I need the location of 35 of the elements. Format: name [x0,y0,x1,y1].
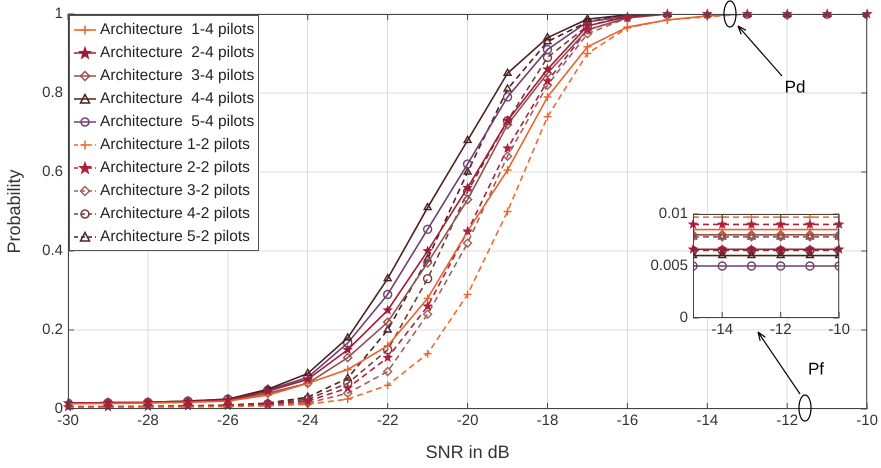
y-tick-label: 1 [54,5,63,22]
y-tick-label: 0.01 [658,205,688,222]
x-tick-label: -18 [536,412,558,430]
x-tick-label: -20 [456,412,478,430]
y-axis-title: Probability [4,169,24,254]
legend-label: Architecture 2-2 pilots [100,158,250,178]
y-tick-label: 0.2 [42,321,63,338]
y-tick-label: 0.6 [42,163,63,180]
y-tick-label: 0.4 [42,242,63,260]
y-tick-label: 0.8 [42,84,63,102]
y-tick-label: 0 [680,309,688,326]
x-tick-label: -14 [711,321,734,338]
x-tick-label: -16 [616,412,638,430]
legend-label: Architecture 5-2 pilots [100,227,250,247]
x-tick-label: -28 [137,412,159,430]
x-tick-label: -14 [696,412,718,430]
x-tick-label: -12 [776,412,798,430]
x-tick-label: -24 [296,412,319,430]
annotation: Pd [784,78,806,97]
legend-label: Architecture 4-2 pilots [100,204,250,224]
x-tick-label: -26 [216,412,239,430]
x-axis-title: SNR in dB [426,442,510,462]
legend-label: Architecture 2-4 pilots [100,43,254,63]
y-tick-label: 0.005 [650,257,688,274]
legend-label: Architecture 3-4 pilots [100,66,254,86]
legend-label: Architecture 4-4 pilots [100,89,254,109]
x-tick-label: -12 [770,321,792,338]
legend-label: Architecture 1-2 pilots [100,135,250,155]
legend-label: Architecture 5-4 pilots [100,112,254,132]
x-tick-label: -22 [376,412,399,430]
legend-label: Architecture 3-2 pilots [100,181,250,201]
x-tick-label: -10 [828,321,850,338]
legend-label: Architecture 1-4 pilots [100,20,254,40]
annotation: Pf [808,360,824,379]
x-tick-label: -10 [856,412,878,430]
